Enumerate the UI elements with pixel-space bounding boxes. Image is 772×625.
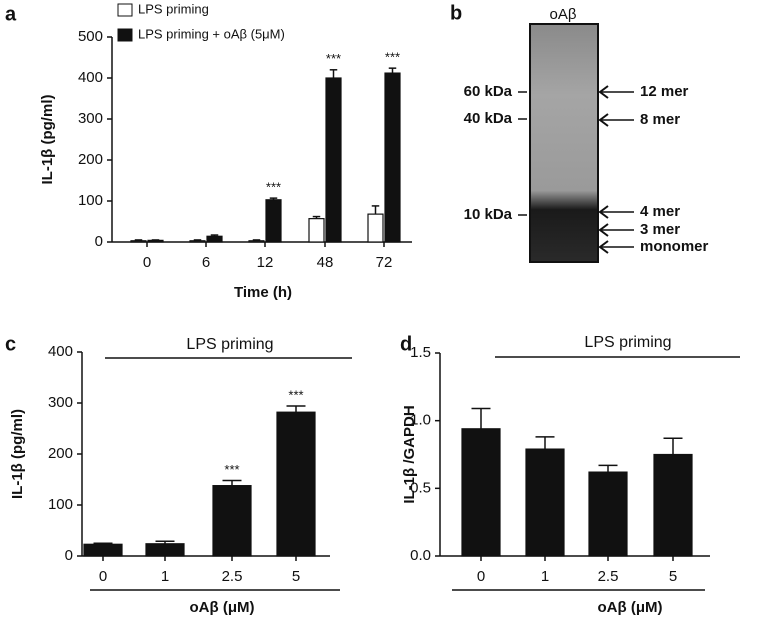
x-tick-label: 0 [99,568,107,585]
y-tick-label: 0.0 [410,547,431,564]
legend-swatch [117,3,133,17]
arrow-head [598,85,609,99]
y-tick-label: 300 [78,110,103,127]
y-axis-label: IL-1β (pg/ml) [9,409,26,499]
band-label: monomer [640,238,709,255]
bar [83,543,123,557]
arrow-head [598,205,609,219]
y-tick-label: 500 [78,28,103,45]
y-axis-label: IL-1β /GAPDH [401,405,418,503]
marker-label: 60 kDa [464,83,513,100]
panel-label: a [5,3,17,25]
x-tick-label: 1 [541,568,549,585]
bar [130,240,147,243]
significance-label: *** [288,387,303,402]
significance-label: *** [224,462,239,477]
y-tick-label: 300 [48,394,73,411]
bar [145,543,185,557]
arrow-head [598,240,609,254]
x-tick-label: 48 [317,254,334,271]
bar [367,213,384,243]
y-tick-label: 0 [95,233,103,250]
x-tick-label: 2.5 [598,568,619,585]
panel-label: d [400,333,412,355]
bar [276,411,316,557]
marker-label: 40 kDa [464,110,513,127]
bar [588,471,628,557]
y-tick-label: 0 [65,547,73,564]
bar [525,448,565,557]
x-tick-label: 5 [669,568,677,585]
annotation: LPS priming [186,336,273,353]
bar [653,453,693,557]
y-tick-label: 0.5 [410,479,431,496]
legend-swatch [117,28,133,42]
marker-label: 10 kDa [464,206,513,223]
x-tick-label: 6 [202,254,210,271]
x-axis-label: Time (h) [234,284,292,301]
bar [212,485,252,557]
band-label: 8 mer [640,111,680,128]
y-tick-label: 100 [48,496,73,513]
significance-label: *** [385,50,400,65]
bar [308,218,325,243]
x-tick-label: 0 [477,568,485,585]
blot-image [529,23,599,263]
x-tick-label: 5 [292,568,300,585]
x-tick-label: 0 [143,254,151,271]
legend-label: LPS priming [138,1,209,16]
bar [206,235,223,243]
band-label: 4 mer [640,203,680,220]
y-tick-label: 400 [48,343,73,360]
x-axis-label: oAβ (μM) [190,599,255,616]
band-label: 12 mer [640,83,689,100]
band-label: 3 mer [640,221,680,238]
x-axis-label: oAβ (μM) [598,599,663,616]
y-tick-label: 1.0 [410,412,431,429]
lane-label: oAβ [550,6,577,23]
bar [189,240,206,243]
panel-label: b [450,2,462,24]
bar [325,77,342,243]
x-tick-label: 1 [161,568,169,585]
legend-label: LPS priming + oAβ (5μM) [138,26,285,41]
y-axis-label: IL-1β (pg/ml) [39,95,56,185]
bar [248,240,265,243]
x-tick-label: 12 [257,254,274,271]
y-tick-label: 200 [78,151,103,168]
bar [461,428,501,557]
significance-label: *** [266,180,281,195]
y-tick-label: 200 [48,445,73,462]
annotation: LPS priming [584,334,671,351]
significance-label: *** [326,51,341,66]
arrow-head [598,113,609,127]
arrow-head [598,223,609,237]
y-tick-label: 400 [78,69,103,86]
y-tick-label: 100 [78,192,103,209]
bar [265,199,282,243]
bar [384,72,401,243]
x-tick-label: 72 [376,254,393,271]
x-tick-label: 2.5 [222,568,243,585]
panel-label: c [5,333,16,355]
y-tick-label: 1.5 [410,344,431,361]
